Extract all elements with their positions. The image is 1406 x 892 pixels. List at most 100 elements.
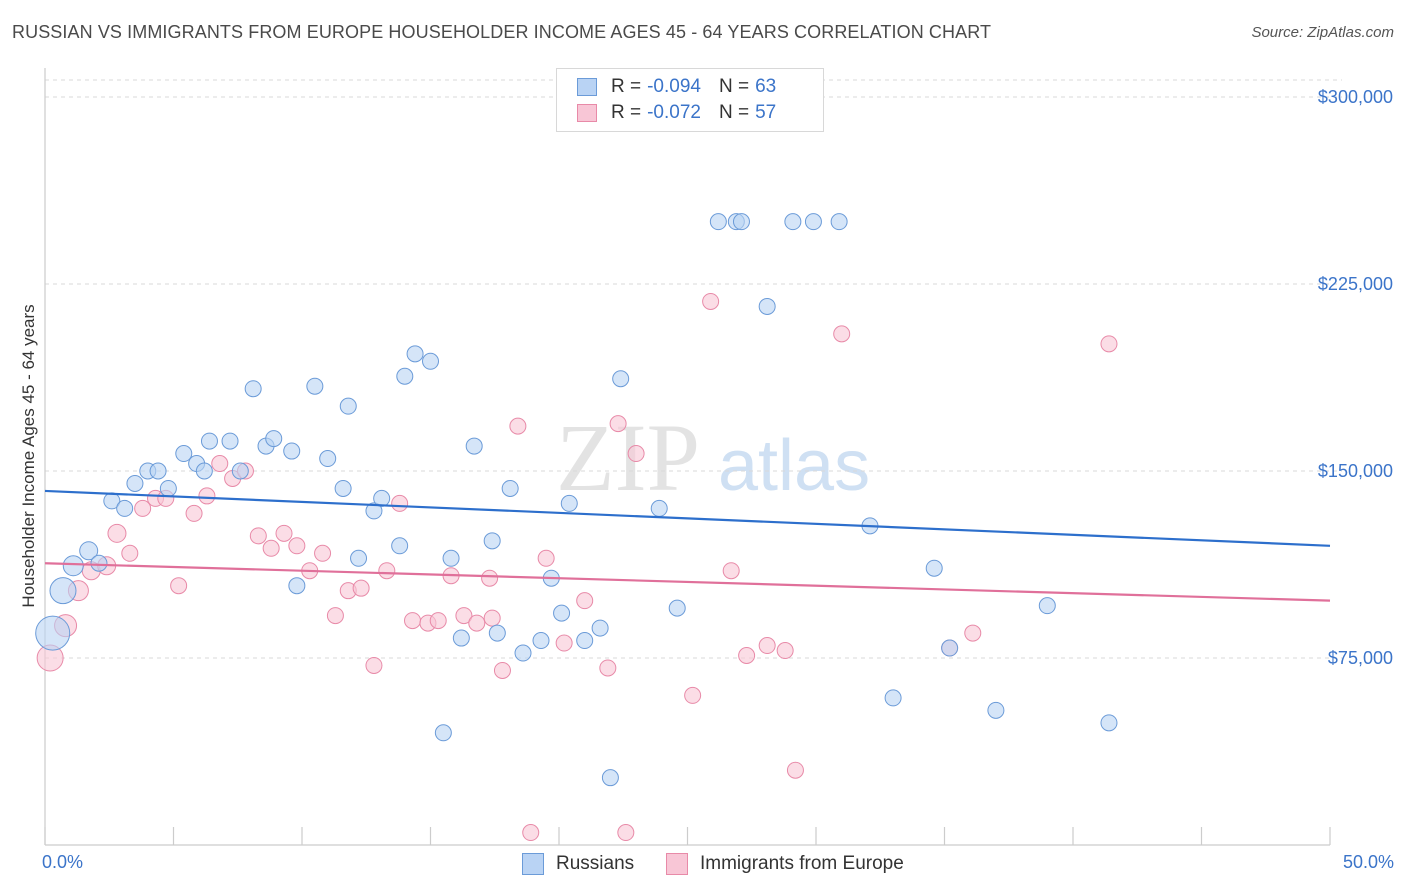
russians-point [601,769,619,787]
russians-point [339,397,357,415]
bottom-legend-swatch-blue [522,853,544,875]
bottom-legend-label: Immigrants from Europe [700,853,904,874]
series-russians-points [35,213,1118,787]
legend-row-russians: R = -0.094 N = 63 [577,74,776,100]
russians-point [987,701,1005,719]
immigrants-point [198,487,216,505]
source-label: Source: ZipAtlas.com [1251,24,1394,41]
russians-point [406,345,424,363]
immigrants-point [107,523,127,543]
russians-point [149,462,167,480]
russians-point [501,479,519,497]
immigrants-point [522,824,540,842]
immigrants-point [964,624,982,642]
watermark: ZIP atlas [556,404,870,511]
immigrants-point [684,686,702,704]
russians-point [195,462,213,480]
russians-point [709,213,727,231]
x-axis-max-label: 50.0% [1342,852,1394,872]
legend-r-label: R = [611,76,642,97]
immigrants-point [786,761,804,779]
russians-point [591,619,609,637]
russians-point [442,549,460,567]
russians-point [884,689,902,707]
bottom-legend-immigrants: Immigrants from Europe [666,851,904,877]
russians-point [553,604,571,622]
russians-point [288,577,306,595]
russians-point [90,554,108,572]
russians-point [62,555,84,577]
immigrants-point [185,504,203,522]
russians-point [560,494,578,512]
immigrants-point [262,539,280,557]
immigrants-point [170,577,188,595]
russians-point [668,599,686,617]
legend-swatch-blue [577,78,597,96]
russians-point [200,432,218,450]
russians-point [1038,597,1056,615]
axes [44,68,1331,846]
russians-point [365,502,383,520]
watermark-atlas: atlas [718,426,870,506]
russians-trend-line [44,489,1331,547]
russians-point [231,462,249,480]
russians-point [732,213,750,231]
russians-point [391,537,409,555]
russians-point [830,213,848,231]
correlation-legend: R = -0.094 N = 63 R = -0.072 N = 57 [556,68,824,132]
immigrants-point [555,634,573,652]
immigrants-point [429,612,447,630]
immigrants-point [609,415,627,433]
immigrants-point [378,562,396,580]
russians-point [488,624,506,642]
russians-point [650,499,668,517]
russians-point [576,632,594,650]
immigrants-point [738,647,756,665]
russians-point [221,432,239,450]
y-axis-title: Householder Income Ages 45 - 64 years [19,304,38,607]
bottom-legend-swatch-pink [666,853,688,875]
bottom-legend-russians: Russians [522,851,634,877]
legend-r-value: -0.094 [647,76,701,97]
russians-point [306,377,324,395]
immigrants-point [391,494,409,512]
immigrants-point [1100,335,1118,353]
russians-point [159,479,177,497]
immigrants-point [481,569,499,587]
immigrants-point [776,642,794,660]
russians-point [283,442,301,460]
immigrants-point [468,614,486,632]
russians-point [319,450,337,468]
immigrants-point [758,637,776,655]
russians-point [334,479,352,497]
legend-n-value: 63 [755,76,777,97]
immigrants-point [249,527,267,545]
russians-point [758,297,776,315]
immigrants-point [211,455,229,473]
russians-point [612,370,630,388]
russians-point [244,380,262,398]
immigrants-point [288,537,306,555]
russians-point [373,489,391,507]
immigrants-point [404,612,422,630]
russians-point [1100,714,1118,732]
trend-lines [44,489,1331,602]
immigrants-point [455,607,473,625]
watermark-zip: ZIP [556,404,700,511]
immigrants-trend-line [44,562,1331,602]
immigrants-point [352,579,370,597]
immigrants-point [576,592,594,610]
immigrants-point [702,292,720,310]
immigrants-point [833,325,851,343]
russians-point [465,437,483,455]
russians-point [925,559,943,577]
russians-point [422,352,439,370]
immigrants-point [326,607,344,625]
russians-point [35,615,71,651]
immigrants-point [617,824,635,842]
immigrants-point [275,524,293,542]
y-tick-label: $300,000 [1318,87,1393,107]
immigrants-point [722,562,740,580]
russians-point [265,430,283,448]
